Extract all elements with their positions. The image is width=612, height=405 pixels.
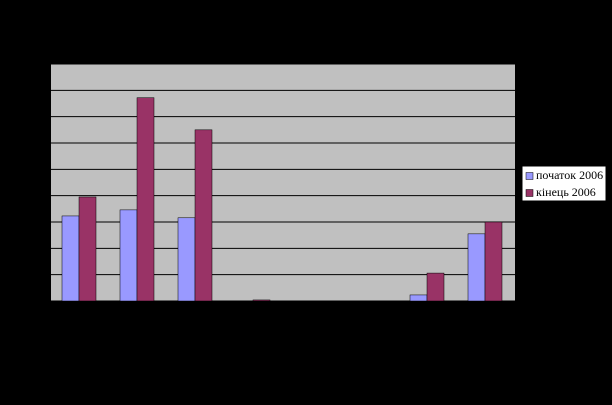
legend-swatch [525, 172, 534, 180]
legend-label: кінець 2006 [536, 185, 596, 199]
bar [409, 294, 428, 302]
legend-box [521, 165, 607, 202]
bar [61, 215, 80, 302]
bar [78, 196, 97, 302]
bar [194, 129, 213, 302]
bar [467, 233, 486, 302]
legend-label: початок 2006 [536, 168, 603, 182]
bar [426, 272, 445, 302]
legend-swatch [525, 189, 534, 197]
bar [484, 221, 503, 302]
bar [177, 217, 196, 302]
bar [252, 299, 271, 302]
bar [119, 209, 138, 302]
bar [136, 97, 155, 302]
